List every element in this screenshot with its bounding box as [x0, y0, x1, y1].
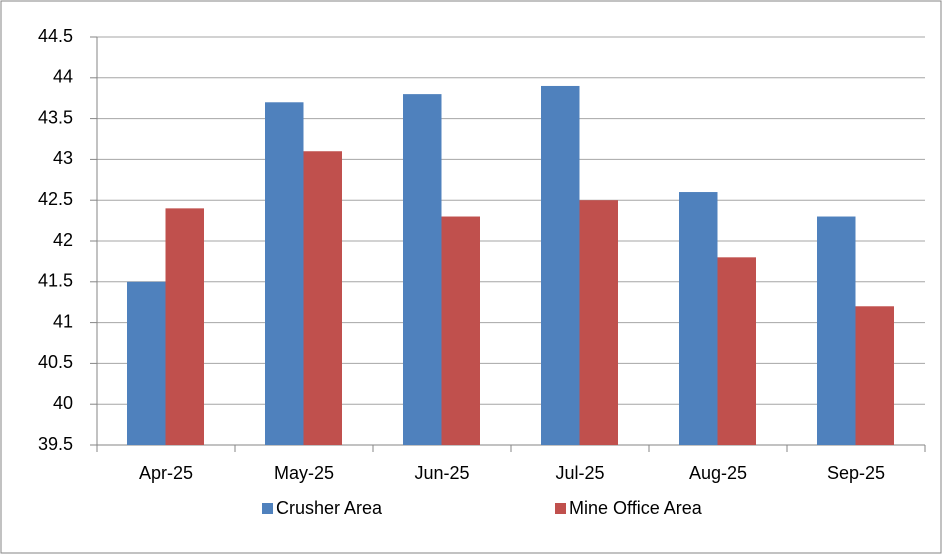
y-tick-label: 43: [53, 148, 73, 168]
bar: [717, 257, 756, 445]
legend-label: Crusher Area: [276, 498, 383, 518]
bar: [303, 151, 342, 446]
y-tick-label: 44.5: [38, 26, 73, 46]
y-tick-label: 39.5: [38, 434, 73, 454]
x-tick-label: Jun-25: [414, 463, 469, 483]
bar: [541, 85, 580, 446]
x-tick-label: Jul-25: [555, 463, 604, 483]
y-tick-label: 40: [53, 393, 73, 413]
bar: [679, 192, 718, 445]
legend-swatch: [262, 503, 273, 514]
bar: [265, 102, 304, 445]
bar: [441, 216, 480, 445]
bar: [165, 208, 204, 445]
bar: [855, 306, 894, 445]
bar: [579, 200, 618, 445]
x-tick-label: May-25: [274, 463, 334, 483]
x-tick-label: Aug-25: [689, 463, 747, 483]
bar: [127, 281, 166, 445]
y-tick-label: 42.5: [38, 189, 73, 209]
y-tick-label: 42: [53, 230, 73, 250]
y-tick-label: 43.5: [38, 107, 73, 127]
y-tick-label: 44: [53, 67, 73, 87]
x-tick-label: Apr-25: [139, 463, 193, 483]
legend-label: Mine Office Area: [569, 498, 703, 518]
y-tick-label: 40.5: [38, 352, 73, 372]
legend-swatch: [555, 503, 566, 514]
bar: [403, 94, 442, 446]
bar: [817, 216, 856, 445]
y-tick-label: 41.5: [38, 271, 73, 291]
x-tick-label: Sep-25: [827, 463, 885, 483]
y-tick-label: 41: [53, 311, 73, 331]
